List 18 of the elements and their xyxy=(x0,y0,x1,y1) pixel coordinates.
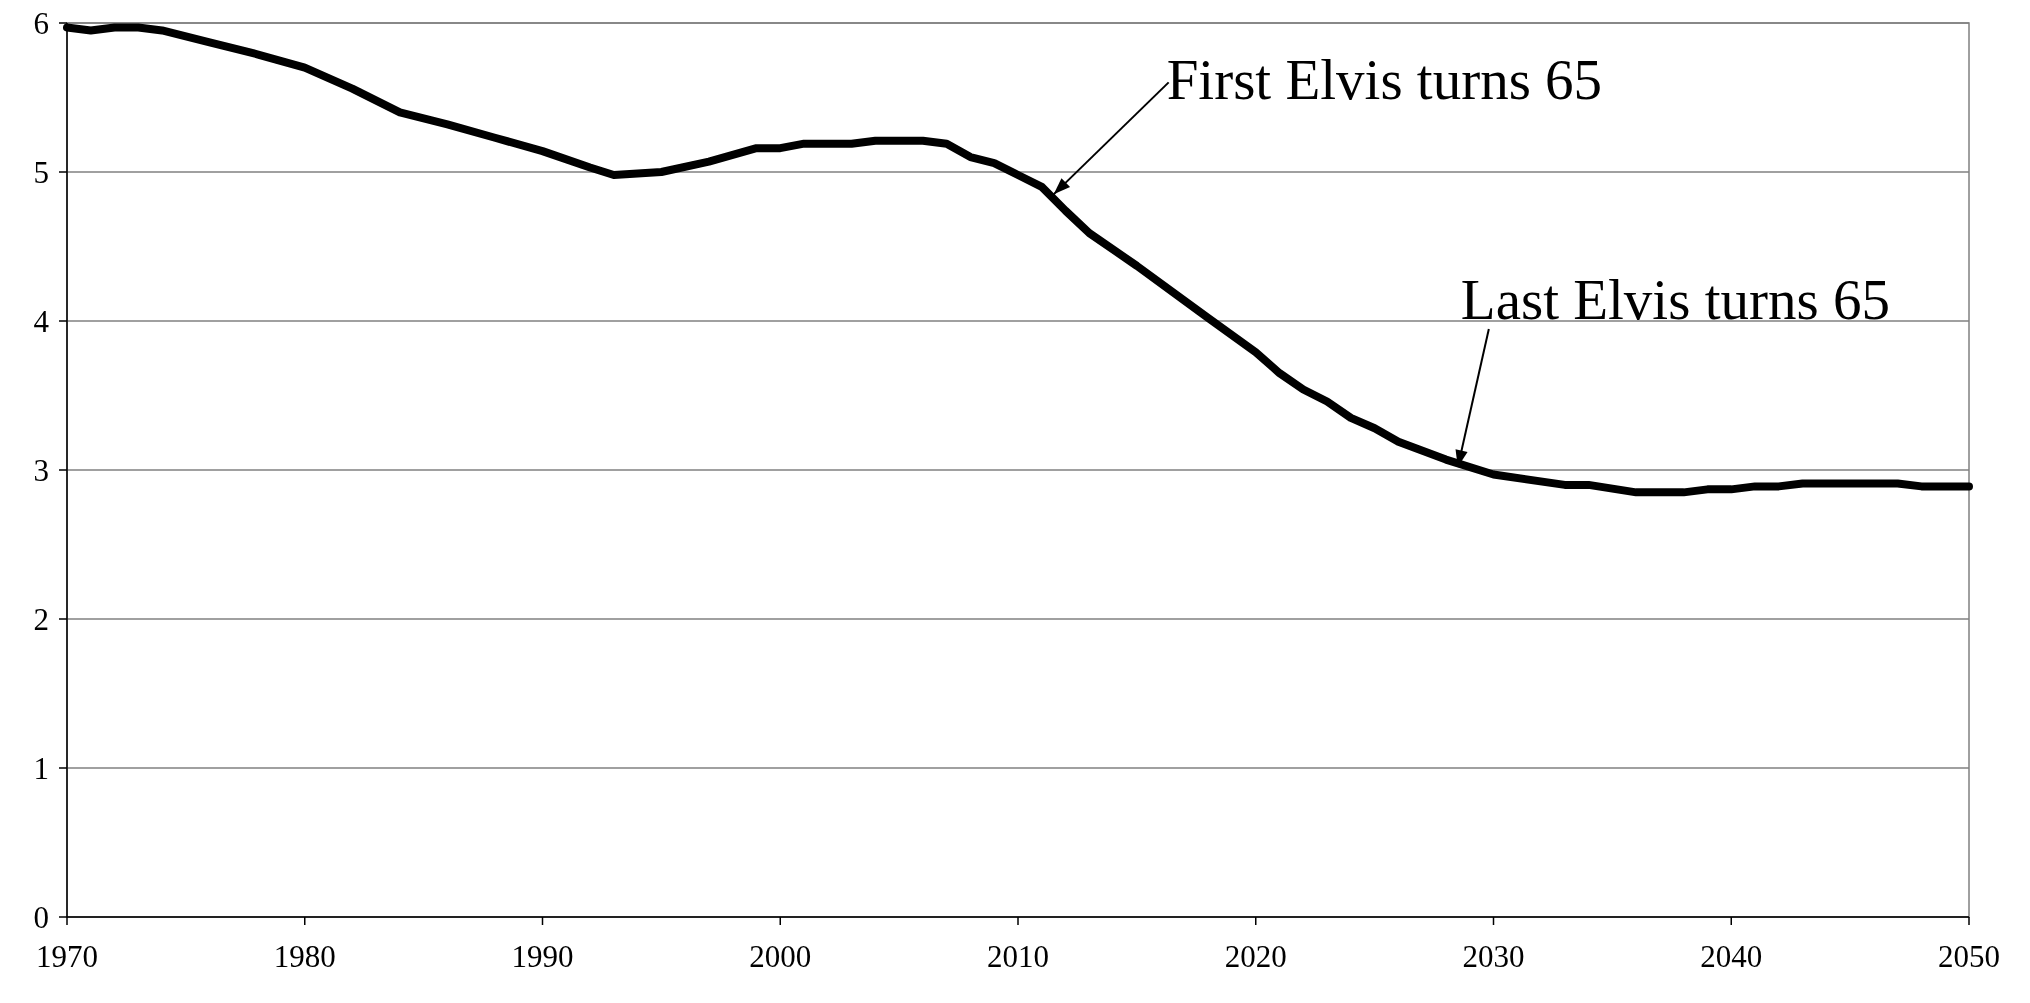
y-tick-label: 4 xyxy=(33,303,50,339)
y-tick-label: 0 xyxy=(33,899,49,935)
y-tick-label: 3 xyxy=(33,452,49,488)
x-tick-label: 2020 xyxy=(1224,939,1287,974)
x-tick-label: 2050 xyxy=(1938,939,2000,974)
y-tick-label: 2 xyxy=(33,601,49,637)
x-tick-label: 1990 xyxy=(511,939,574,974)
annotation: First Elvis turns 65 xyxy=(1166,48,1603,112)
x-tick-label: 1980 xyxy=(273,939,336,974)
x-tick-label: 2030 xyxy=(1462,939,1525,974)
annotation: Last Elvis turns 65 xyxy=(1460,268,1890,332)
y-tick-label: 5 xyxy=(33,154,49,190)
x-tick-label: 2010 xyxy=(987,939,1049,974)
y-tick-label: 6 xyxy=(33,5,49,41)
x-tick-label: 1970 xyxy=(36,939,98,974)
x-tick-label: 2000 xyxy=(749,939,812,974)
x-tick-label: 2040 xyxy=(1700,939,1763,974)
y-tick-label: 1 xyxy=(33,750,49,786)
